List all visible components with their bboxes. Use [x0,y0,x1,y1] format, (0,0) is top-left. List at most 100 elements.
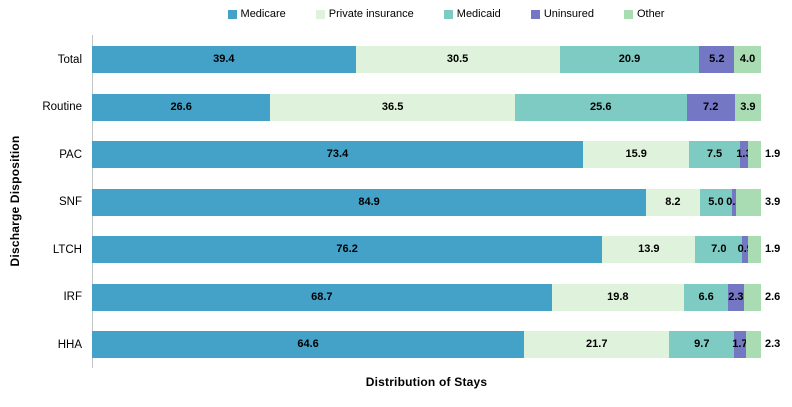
segment-medicare: 64.6 [92,331,525,359]
bar-row-total: Total 39.4 30.5 20.9 5.2 4.0 [0,36,792,84]
category-label-snf: SNF [59,196,82,209]
legend-swatch-medicaid [443,9,453,19]
bar-track: 84.9 8.2 5.0 0.5 3.9 [92,188,780,216]
segment-other [748,141,761,169]
segment-value-label: 9.7 [694,338,710,351]
legend-swatch-other [623,9,633,19]
segment-value-label: 7.0 [711,243,727,256]
segment-value-label: 6.6 [698,290,714,303]
segment-value-label: 26.6 [170,100,192,113]
segment-other: 3.9 [734,93,761,121]
segment-medicaid: 9.7 [669,331,735,359]
legend-swatch-medicare [227,9,237,19]
segment-medicaid: 7.5 [689,141,740,169]
legend-label: Uninsured [543,8,594,20]
bar-track: 39.4 30.5 20.9 5.2 4.0 [92,46,761,74]
segment-value-label: 30.5 [446,53,469,66]
segment-value-label-outside: 2.6 [764,290,781,303]
segment-medicaid: 5.0 [699,188,733,216]
segment-medicare: 84.9 [92,188,647,216]
legend-item-medicare: Medicare [227,8,286,20]
category-label-ltch: LTCH [52,243,82,256]
bar-row-hha: HHA 64.6 21.7 9.7 1.7 2.3 [0,321,792,369]
plot-area: Total 39.4 30.5 20.9 5.2 4.0 Routine 26.6 36.5 25… [0,36,792,369]
segment-private-insurance: 15.9 [583,141,690,169]
bar-row-routine: Routine 26.6 36.5 25.6 7.2 3.9 [0,84,792,132]
segment-value-label: 15.9 [625,148,647,161]
segment-value-label-outside: 1.9 [764,148,781,161]
legend-swatch-uninsured [530,9,540,19]
segment-value-label: 2.3 [728,290,744,303]
segment-value-label: 73.4 [326,148,349,161]
bar-track: 64.6 21.7 9.7 1.7 2.3 [92,331,780,359]
segment-other: 4.0 [734,46,761,74]
segment-value-label: 5.2 [709,53,725,66]
category-label-hha: HHA [57,338,82,351]
legend: Medicare Private insurance Medicaid Uninsur… [0,8,792,20]
segment-medicaid: 7.0 [695,236,743,264]
segment-uninsured: 1.7 [732,331,748,359]
segment-private-insurance: 30.5 [355,46,560,74]
segment-private-insurance: 36.5 [270,93,515,121]
segment-medicare: 76.2 [92,236,603,264]
segment-value-label-outside: 2.3 [764,338,781,351]
segment-value-label: 39.4 [213,53,235,66]
segment-value-label: 21.7 [586,338,608,351]
segment-value-label: 1.3 [736,148,752,161]
category-label-routine: Routine [42,101,82,114]
segment-private-insurance: 13.9 [602,236,696,264]
segment-private-insurance: 8.2 [646,188,700,216]
segment-medicaid: 20.9 [559,46,700,74]
segment-private-insurance: 19.8 [551,283,685,311]
segment-value-label: 68.7 [311,290,333,303]
y-axis-title: Discharge Disposition [8,135,22,267]
legend-label: Medicare [240,8,286,20]
bar-row-snf: SNF 84.9 8.2 5.0 0.5 3.9 [0,179,792,227]
segment-value-label: 20.9 [618,53,641,66]
segment-value-label: 84.9 [358,195,380,208]
segment-medicaid: 6.6 [684,283,729,311]
segment-value-label: 5.0 [708,195,724,208]
segment-medicaid: 25.6 [514,93,687,121]
bar-row-ltch: LTCH 76.2 13.9 7.0 0.9 1.9 [0,226,792,274]
legend-swatch-private-insurance [315,9,325,19]
segment-other [748,236,761,264]
bar-row-pac: PAC 73.4 15.9 7.5 1.3 1.9 [0,131,792,179]
legend-label: Other [636,8,665,20]
segment-value-label: 4.0 [739,53,756,66]
segment-value-label: 7.5 [706,148,723,161]
x-axis-title: Distribution of Stays [365,375,488,389]
segment-private-insurance: 21.7 [524,331,670,359]
segment-other [735,188,761,216]
segment-uninsured: 5.2 [699,46,735,74]
category-label-total: Total [57,53,82,66]
legend-item-uninsured: Uninsured [530,8,594,20]
segment-value-label: 13.9 [638,243,660,256]
segment-value-label: 7.2 [703,100,719,113]
segment-value-label: 19.8 [607,290,629,303]
segment-value-label: 1.7 [732,338,748,351]
segment-medicare: 68.7 [92,283,552,311]
segment-value-label: 76.2 [336,243,358,256]
segment-value-label-outside: 3.9 [764,195,781,208]
category-label-pac: PAC [59,148,82,161]
segment-value-label: 8.2 [665,195,681,208]
bar-track: 68.7 19.8 6.6 2.3 2.6 [92,283,780,311]
segment-value-label-outside: 1.9 [764,243,781,256]
legend-item-private-insurance: Private insurance [315,8,414,20]
bar-track: 26.6 36.5 25.6 7.2 3.9 [92,93,761,121]
segment-uninsured: 7.2 [686,93,735,121]
segment-medicare: 26.6 [92,93,271,121]
category-label-irf: IRF [63,291,82,304]
bar-row-irf: IRF 68.7 19.8 6.6 2.3 2.6 [0,274,792,322]
bar-track: 76.2 13.9 7.0 0.9 1.9 [92,236,780,264]
segment-value-label: 36.5 [381,100,404,113]
segment-value-label: 3.9 [740,100,756,113]
segment-uninsured: 1.3 [736,141,752,169]
legend-item-medicaid: Medicaid [443,8,501,20]
legend-label: Medicaid [456,8,501,20]
segment-other [745,331,761,359]
segment-value-label: 25.6 [590,100,612,113]
bar-track: 73.4 15.9 7.5 1.3 1.9 [92,141,780,169]
